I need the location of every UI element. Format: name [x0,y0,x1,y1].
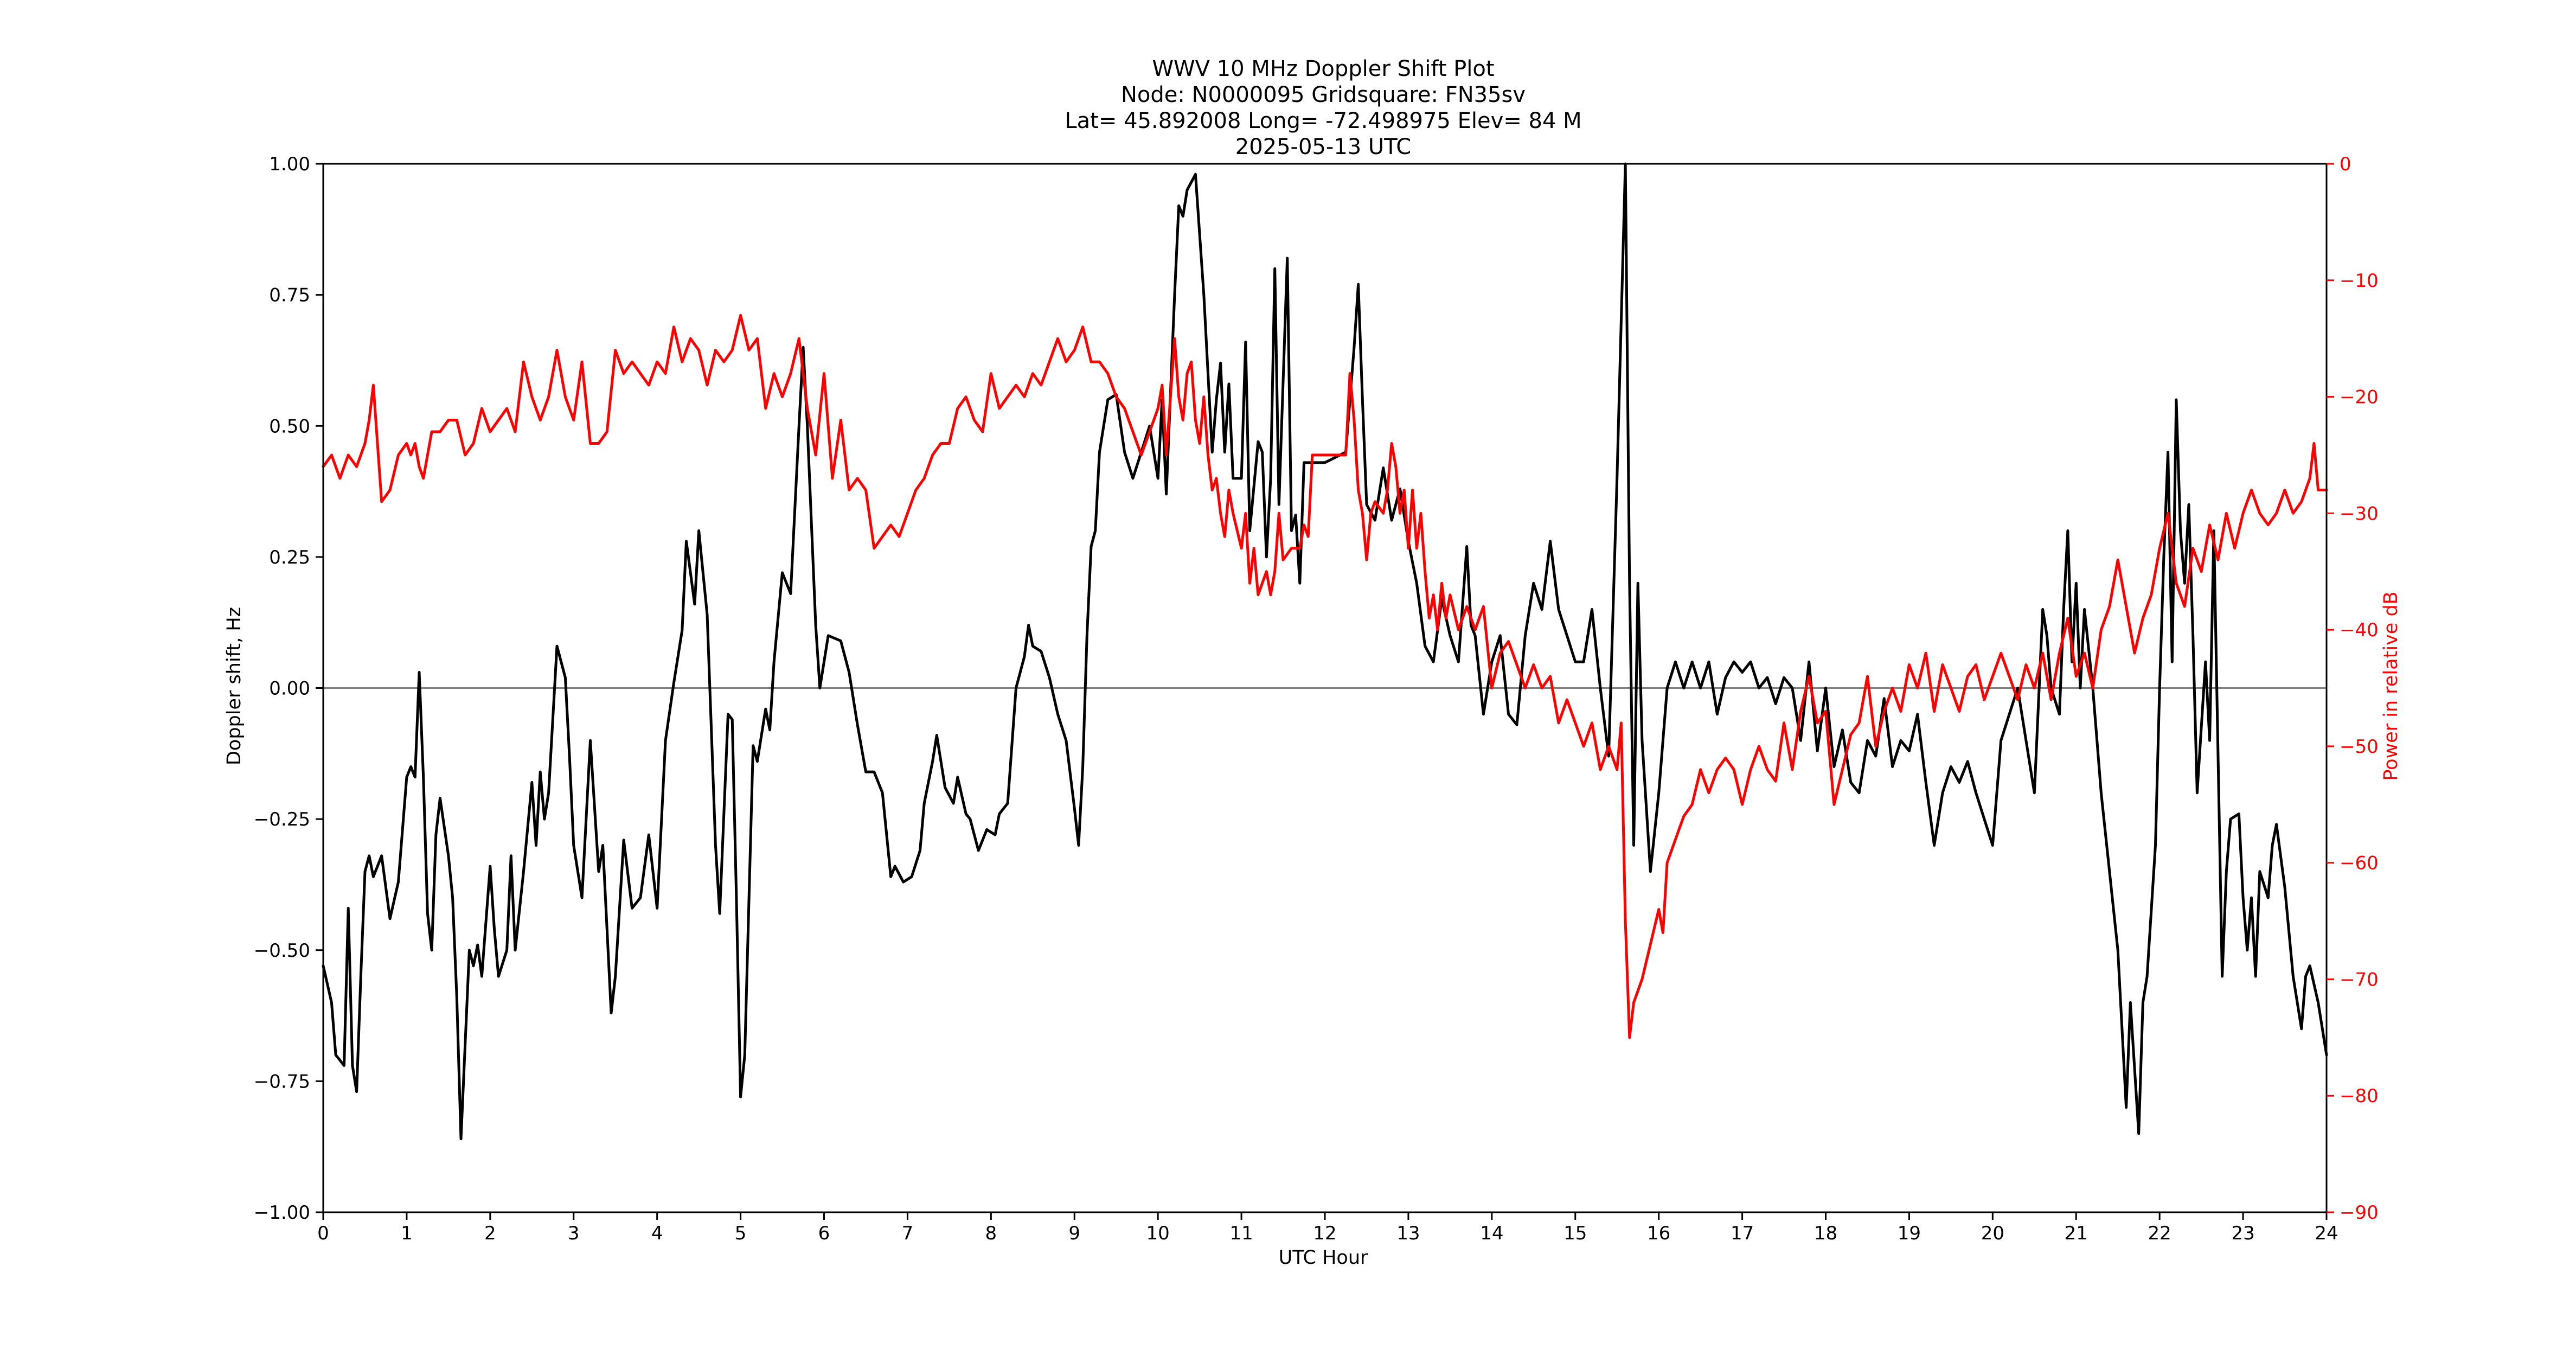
y-tick-label-right: −80 [2340,1085,2379,1107]
y-tick-label-right: −50 [2340,736,2379,758]
y-tick-label-left: −1.00 [254,1202,310,1224]
x-tick-label: 22 [2148,1223,2171,1244]
doppler-series-line [322,162,2328,1141]
x-tick-label: 1 [401,1223,413,1244]
x-tick-label: 24 [2315,1223,2338,1244]
y-tick-label-right: −20 [2340,387,2379,408]
x-tick-label: 8 [985,1223,997,1244]
x-tick-label: 7 [902,1223,914,1244]
x-tick-label: 21 [2065,1223,2088,1244]
y-tick-label-right: −10 [2340,270,2379,292]
x-tick-label: 13 [1396,1223,1420,1244]
x-tick-label: 2 [484,1223,496,1244]
x-tick-label: 15 [1563,1223,1587,1244]
plot-area: 0 1 2 3 4 5 6 7 8 9 10 11 12 13 14 15 16 17 18 19 20 21 22 23 24… [254,153,2379,1244]
x-axis-label: UTC Hour [1279,1247,1368,1269]
x-tick-label: 19 [1898,1223,1921,1244]
x-tick-label: 17 [1731,1223,1754,1244]
x-tick-label: 9 [1068,1223,1080,1244]
y-tick-label-right: 0 [2340,153,2351,175]
y-tick-label-right: −40 [2340,619,2379,641]
y-tick-label-left: −0.75 [254,1071,310,1092]
y-tick-label-left: 0.00 [269,678,310,700]
y-tick-label-right: −70 [2340,969,2379,990]
y-tick-label-left: 0.50 [269,415,310,437]
y-tick-label-left: −0.50 [254,940,310,962]
x-tick-label: 3 [568,1223,580,1244]
y-tick-label-right: −90 [2340,1202,2379,1224]
chart-title: WWV 10 MHz Doppler Shift Plot Node: N000… [1065,56,1581,159]
y-axis-label-right: Power in relative dB [2380,591,2402,781]
x-tick-label: 14 [1480,1223,1503,1244]
x-tick-label: 20 [1981,1223,2004,1244]
title-line-2: Node: N0000095 Gridsquare: FN35sv [1121,82,1526,107]
x-tick-label: 23 [2231,1223,2254,1244]
x-tick-label: 16 [1647,1223,1670,1244]
x-tick-label: 11 [1229,1223,1253,1244]
y-tick-label-right: −30 [2340,503,2379,525]
x-tick-label: 5 [735,1223,747,1244]
x-tick-label: 0 [317,1223,329,1244]
y-axis-label-left: Doppler shift, Hz [223,607,245,765]
x-tick-label: 10 [1146,1223,1170,1244]
y-tick-label-left: 0.25 [269,547,310,568]
title-line-3: Lat= 45.892008 Long= -72.498975 Elev= 84… [1065,108,1581,133]
y-tick-label-left: 0.75 [269,285,310,306]
x-tick-label: 12 [1313,1223,1336,1244]
x-tick-label: 4 [651,1223,663,1244]
x-tick-label: 6 [818,1223,830,1244]
y-tick-label-right: −60 [2340,853,2379,874]
y-tick-label-left: −0.25 [254,809,310,830]
y-tick-label-left: 1.00 [269,153,310,175]
title-line-1: WWV 10 MHz Doppler Shift Plot [1152,56,1494,81]
x-tick-label: 18 [1814,1223,1837,1244]
title-line-4: 2025-05-13 UTC [1235,135,1411,159]
power-series-line [322,314,2328,1039]
